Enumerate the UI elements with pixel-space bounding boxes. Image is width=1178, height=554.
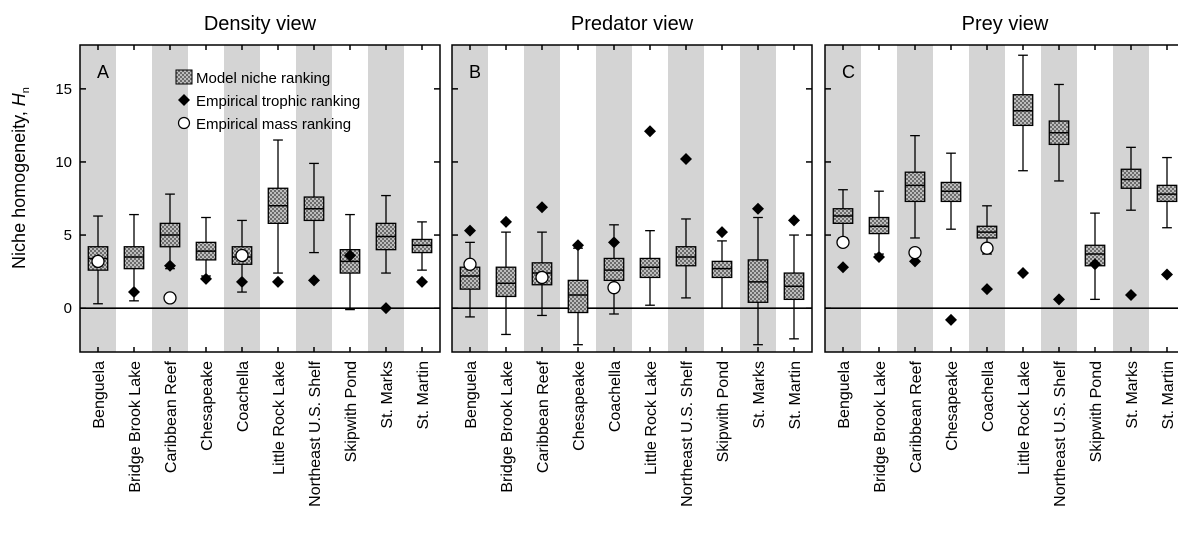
legend-diamond-swatch <box>178 94 190 106</box>
trophic-point <box>680 153 692 166</box>
trophic-point <box>380 302 392 315</box>
trophic-point <box>536 201 548 214</box>
category-band <box>969 45 1005 352</box>
category-label: Little Rock Lake <box>643 361 660 475</box>
category-label: Northeast U.S. Shelf <box>307 360 324 506</box>
mass-point <box>463 257 477 271</box>
category-label: Bridge Brook Lake <box>872 361 889 493</box>
mass-point <box>980 241 994 255</box>
trophic-point <box>1053 293 1065 306</box>
trophic-point <box>981 283 993 296</box>
y-tick-label: 15 <box>55 81 72 98</box>
trophic-point <box>128 286 140 299</box>
category-label: Northeast U.S. Shelf <box>679 360 696 506</box>
trophic-point <box>164 259 176 272</box>
category-label: Caribbean Reef <box>535 360 552 473</box>
trophic-point <box>344 249 356 262</box>
trophic-point <box>608 236 620 249</box>
category-label: Little Rock Lake <box>1016 361 1033 475</box>
legend-model-label: Model niche ranking <box>196 70 330 87</box>
category-label: Chesapeake <box>944 361 961 451</box>
legend-box-swatch <box>175 69 193 85</box>
mass-point <box>163 291 177 305</box>
category-label: Benguela <box>91 361 108 429</box>
category-label: Caribbean Reef <box>163 360 180 473</box>
trophic-point <box>837 261 849 274</box>
category-label: Caribbean Reef <box>908 360 925 473</box>
trophic-point <box>1125 288 1137 301</box>
mass-point <box>535 270 549 285</box>
trophic-point <box>572 239 584 252</box>
panel-frame <box>451 44 813 353</box>
legend-trophic-label: Empirical trophic ranking <box>196 93 360 110</box>
trophic-point <box>1017 267 1029 280</box>
panel-a: 0 5 10 15 Benguela Bridge Brook Lake Caribbean… <box>55 13 441 507</box>
category-band <box>80 45 116 352</box>
category-label: Skipwith Pond <box>343 361 360 462</box>
category-label: Coachella <box>607 361 624 432</box>
model-box <box>495 266 517 298</box>
category-label: St. Martin <box>787 361 804 429</box>
category-label: Bridge Brook Lake <box>127 361 144 493</box>
category-label: Benguela <box>463 361 480 429</box>
mass-point <box>836 235 850 250</box>
panel-title: Prey view <box>962 13 1049 35</box>
category-label: St. Marks <box>379 361 396 429</box>
trophic-point <box>945 313 957 326</box>
trophic-point <box>752 202 764 215</box>
trophic-point <box>716 226 728 239</box>
category-label: St. Martin <box>415 361 432 429</box>
model-box <box>567 279 589 314</box>
trophic-point <box>500 215 512 228</box>
mass-point <box>908 245 922 260</box>
category-label: Northeast U.S. Shelf <box>1052 360 1069 506</box>
y-tick-label: 10 <box>55 154 72 171</box>
category-label: St. Marks <box>751 361 768 429</box>
panel-frame <box>824 44 1178 353</box>
category-label: Coachella <box>235 361 252 432</box>
trophic-point <box>873 250 885 263</box>
legend-circle-swatch <box>177 116 191 130</box>
model-box <box>904 171 926 203</box>
mass-point <box>91 254 105 269</box>
trophic-point <box>416 275 428 288</box>
category-label: Chesapeake <box>571 361 588 451</box>
category-band <box>224 45 260 352</box>
y-tick-label: 0 <box>64 300 72 317</box>
panel-letter: A <box>97 62 109 82</box>
y-tick-label: 5 <box>64 227 72 244</box>
panel-title: Predator view <box>571 13 694 35</box>
trophic-point <box>644 125 656 138</box>
trophic-point <box>200 272 212 285</box>
category-label: Chesapeake <box>199 361 216 451</box>
y-axis-label: Niche homogeneity, Hn <box>9 87 32 269</box>
category-label: Benguela <box>836 361 853 429</box>
trophic-point <box>308 274 320 287</box>
trophic-point <box>1161 268 1173 281</box>
panel-b: Benguela Bridge Brook Lake Caribbean Reef C… <box>451 13 813 507</box>
category-label: Skipwith Pond <box>1088 361 1105 462</box>
panel-letter: B <box>469 62 481 82</box>
trophic-point <box>464 224 476 237</box>
trophic-point <box>788 214 800 227</box>
trophic-point <box>272 275 284 288</box>
mass-point <box>607 281 621 295</box>
category-label: Little Rock Lake <box>271 361 288 475</box>
category-label: St. Marks <box>1124 361 1141 429</box>
category-label: Skipwith Pond <box>715 361 732 462</box>
category-band <box>668 45 704 352</box>
category-label: Coachella <box>980 361 997 432</box>
panel-title: Density view <box>204 13 317 35</box>
mass-point <box>235 248 249 263</box>
panel-letter: C <box>842 62 855 82</box>
legend-mass-label: Empirical mass ranking <box>196 116 351 133</box>
trophic-point <box>236 275 248 288</box>
panel-frame <box>79 44 441 353</box>
category-label: St. Martin <box>1160 361 1177 429</box>
panel-c: Benguela Bridge Brook Lake Caribbean Reef C… <box>824 13 1178 507</box>
category-label: Bridge Brook Lake <box>499 361 516 493</box>
trophic-point <box>1089 258 1101 271</box>
